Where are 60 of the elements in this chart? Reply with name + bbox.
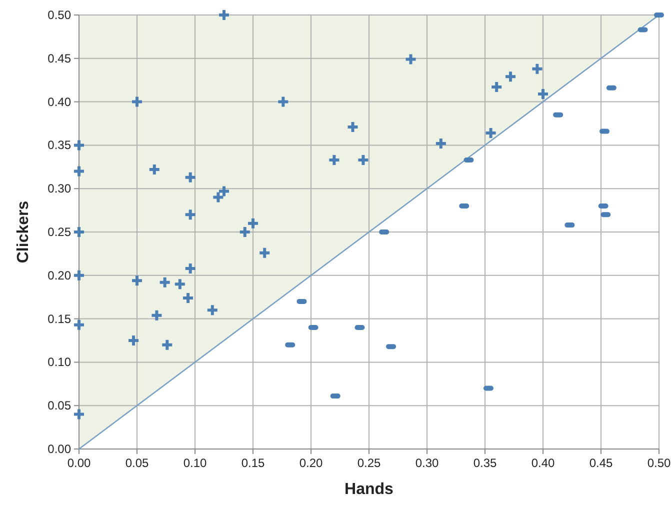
y-tick-label: 0.35 [48,138,72,152]
y-tick-label: 0.40 [48,94,72,109]
point [184,262,197,275]
point [184,170,197,184]
point [148,163,161,176]
point [72,164,86,178]
point [346,120,360,134]
x-axis-title: Hands [344,481,394,498]
point [72,408,86,421]
point [536,87,550,100]
y-tick-label: 0.50 [48,8,72,22]
x-tick-label: 0.25 [357,456,381,470]
point [212,190,225,204]
y-tick-label: 0.45 [48,51,72,66]
x-tick-label: 0.10 [183,456,207,470]
point [72,318,86,332]
point [130,95,144,108]
point [160,338,174,352]
x-tick-label: 0.30 [415,456,439,470]
y-tick-label: 0.00 [48,442,72,456]
point [130,274,144,288]
y-tick-label: 0.20 [48,268,72,282]
point [356,153,370,166]
x-tick-label: 0.35 [473,456,497,470]
point [258,246,272,260]
x-tick-label: 0.00 [67,456,91,470]
point [504,70,518,84]
x-tick-label: 0.45 [589,456,613,470]
point [404,52,418,66]
point [218,8,230,22]
point [490,80,504,94]
point [246,216,260,230]
x-tick-label: 0.15 [241,456,265,470]
point [530,62,544,76]
y-tick-label: 0.10 [48,355,72,370]
point [72,226,86,238]
point [184,208,197,222]
point [434,136,448,150]
point [150,308,164,322]
point [238,226,252,238]
point [218,184,230,198]
point [173,278,186,291]
x-tick-label: 0.50 [647,456,671,470]
point [127,334,140,347]
point [72,268,86,282]
point [276,95,290,108]
y-tick-label: 0.15 [48,312,72,326]
point [484,126,498,140]
point [206,304,219,317]
point [182,291,195,304]
x-tick-label: 0.40 [531,456,555,470]
point [72,138,86,152]
y-axis-title: Clickers [15,200,32,264]
y-tick-label: 0.25 [48,225,72,239]
y-tick-label: 0.05 [48,398,72,413]
y-tick-label: 0.30 [48,182,72,196]
point [328,153,341,166]
x-tick-label: 0.05 [125,456,149,470]
x-tick-label: 0.20 [299,456,323,470]
point [158,276,172,289]
